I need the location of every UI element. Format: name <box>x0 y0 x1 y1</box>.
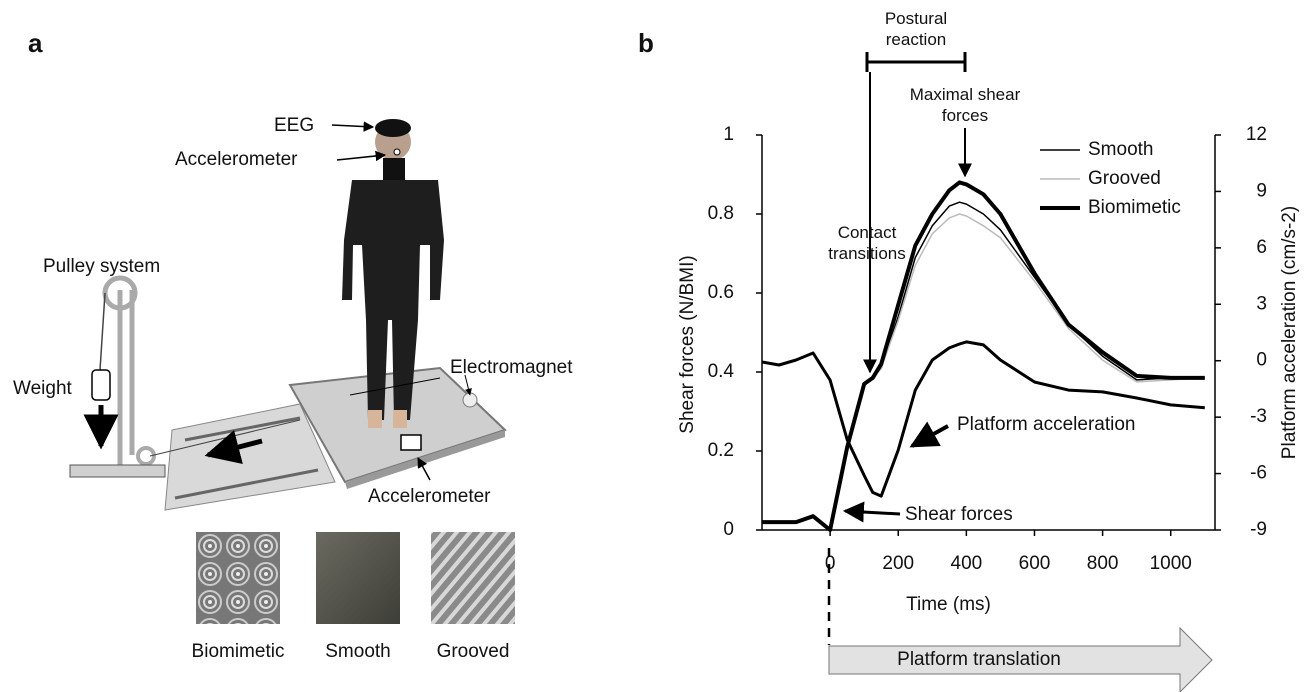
figure: 00.20.40.60.81-9-6-303691202004006008001… <box>0 0 1308 692</box>
annotation: Platform acceleration <box>957 414 1135 436</box>
y2-tick-label: -9 <box>1250 519 1267 540</box>
callout: Accelerometer <box>175 149 298 171</box>
x-axis-label: Time (ms) <box>906 594 991 615</box>
panel-label: a <box>28 32 42 54</box>
x-tick-label: 600 <box>1019 553 1051 574</box>
annotation: Shear forces <box>905 504 1013 526</box>
x-tick-label: 200 <box>882 553 914 574</box>
callout: Electromagnet <box>450 357 573 379</box>
y2-axis-label: Platform acceleration (cm/s-2) <box>1279 206 1300 459</box>
legend-label: Grooved <box>1088 168 1161 189</box>
y-axis-label: Shear forces (N/BMI) <box>677 255 698 433</box>
texture-label: Smooth <box>298 641 418 663</box>
y2-tick-label: 6 <box>1256 237 1267 258</box>
legend-label: Smooth <box>1088 139 1153 160</box>
figure-canvas: 00.20.40.60.81-9-6-303691202004006008001… <box>0 0 1308 692</box>
callout: Weight <box>13 378 72 400</box>
y2-tick-label: -3 <box>1250 406 1267 427</box>
y-tick-label: 0.2 <box>708 440 734 461</box>
y2-tick-label: 0 <box>1256 350 1267 371</box>
y-tick-label: 0.4 <box>708 361 735 382</box>
callout: Pulley system <box>43 256 160 278</box>
x-tick-label: 1000 <box>1150 553 1192 574</box>
bracket <box>867 52 965 72</box>
y-tick-label: 0.6 <box>708 282 734 303</box>
y-tick-label: 0 <box>723 519 734 540</box>
annotation-arrow <box>912 426 948 446</box>
callout: Accelerometer <box>368 486 491 508</box>
y-tick-label: 1 <box>723 124 734 145</box>
annotation: Postural reaction <box>871 8 961 50</box>
x-tick-label: 800 <box>1087 553 1119 574</box>
y2-tick-label: 9 <box>1256 180 1267 201</box>
translation-label: Platform translation <box>829 649 1129 671</box>
y-tick-label: 0.8 <box>708 203 734 224</box>
texture-label: Grooved <box>413 641 533 663</box>
y2-tick-label: 3 <box>1256 293 1267 314</box>
annotation: Contact transitions <box>812 222 922 264</box>
x-tick-label: 400 <box>951 553 983 574</box>
y2-tick-label: -6 <box>1250 463 1267 484</box>
annotation: Maximal shear forces <box>895 84 1035 126</box>
texture-label: Biomimetic <box>178 641 298 663</box>
y2-tick-label: 12 <box>1246 124 1267 145</box>
legend-label: Biomimetic <box>1088 197 1181 218</box>
annotation-arrow <box>845 511 900 514</box>
apparatus <box>70 119 515 624</box>
callout: EEG <box>274 115 314 137</box>
panel-label: b <box>638 32 654 54</box>
